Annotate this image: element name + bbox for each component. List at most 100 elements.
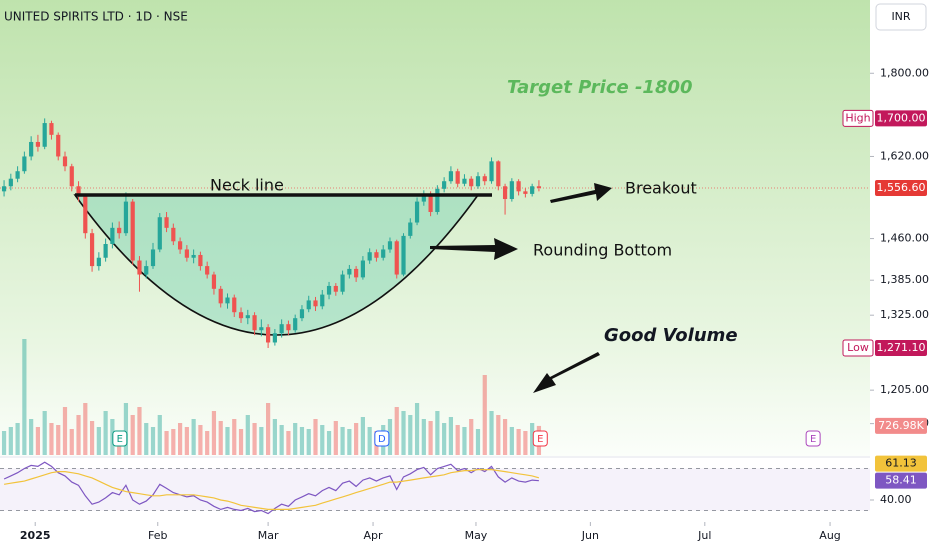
candle-body	[320, 294, 325, 307]
candle-body	[130, 201, 135, 261]
candle-body	[462, 178, 467, 184]
candle-body	[164, 217, 169, 228]
candle-body	[35, 141, 41, 147]
candle-body	[286, 324, 291, 331]
volume-bar	[414, 403, 420, 455]
candle-body	[137, 260, 142, 275]
volume-bar	[1, 431, 7, 455]
volume-bar	[509, 427, 514, 455]
candle-body	[401, 235, 406, 275]
volume-bar	[76, 415, 81, 455]
chart-title: UNITED SPIRITS LTD · 1D · NSE	[4, 10, 188, 24]
candle-body	[42, 123, 47, 147]
candles	[1, 118, 542, 348]
volume-bar	[347, 429, 352, 455]
y-tick-label: 1,325.00	[880, 308, 929, 321]
volume-bar	[448, 417, 454, 455]
badge-label: 1,700.00	[877, 111, 926, 124]
badge-name: High	[845, 111, 870, 124]
candle-body	[394, 241, 399, 275]
rsi-line	[4, 469, 540, 510]
candle-body	[381, 249, 386, 258]
candle-body	[313, 300, 318, 307]
y-tick-label: 1,800.00	[880, 66, 929, 79]
volume-bar	[530, 423, 535, 455]
candle-body	[482, 176, 487, 182]
x-tick-label: May	[465, 529, 488, 542]
x-tick-label: Aug	[819, 529, 840, 542]
volume-label: Good Volume	[604, 325, 738, 346]
volume-bar	[469, 419, 474, 455]
candle-body	[184, 249, 189, 258]
volume-bar	[171, 429, 176, 455]
candle-body	[414, 201, 420, 223]
volume-bar	[523, 431, 528, 455]
currency-label[interactable]: INR	[891, 10, 910, 23]
volume-bar	[157, 415, 162, 455]
volume-bar	[340, 427, 345, 455]
candle-body	[157, 217, 162, 250]
candle-body	[428, 193, 433, 212]
volume-bar	[286, 431, 291, 455]
candle-body	[299, 309, 305, 319]
volume-bar	[489, 411, 494, 455]
candle-body	[245, 315, 250, 319]
y-tick-label: 1,460.00	[880, 232, 929, 245]
volume-bar	[211, 411, 217, 455]
volume-bar	[252, 423, 257, 455]
candle-body	[442, 181, 447, 189]
volume-bar	[137, 407, 142, 455]
rounding-arrow	[430, 238, 518, 260]
candle-body	[89, 233, 95, 267]
rsi-line	[3, 461, 539, 515]
candle-body	[259, 327, 264, 331]
candle-body	[1, 186, 7, 192]
volume-bar	[502, 419, 508, 455]
candle-body	[475, 176, 481, 187]
volume-bar	[313, 419, 318, 455]
volume-bar	[272, 419, 277, 455]
candle-body	[252, 315, 257, 331]
volume-bar	[130, 415, 135, 455]
candle-body	[502, 186, 508, 200]
candle-body	[177, 241, 183, 250]
volume-bar	[367, 427, 372, 455]
candle-body	[347, 268, 352, 275]
candle-body	[333, 285, 338, 292]
candle-body	[340, 274, 345, 292]
volume-bar	[29, 419, 34, 455]
candle-body	[171, 227, 176, 242]
badge-name-box	[842, 109, 874, 127]
neckline-label: Neck line	[210, 176, 284, 195]
volume-bar	[96, 427, 101, 455]
x-tick-label: Jul	[697, 529, 711, 542]
badge-name: Low	[847, 341, 869, 354]
volume-bar	[177, 423, 183, 455]
volume-bar	[516, 429, 521, 455]
volume-bar	[435, 411, 440, 455]
volume-bar	[89, 421, 95, 455]
volume-bar	[205, 431, 210, 455]
candle-body	[272, 333, 277, 343]
candle-body	[191, 254, 196, 258]
candle-body	[232, 297, 237, 313]
candle-body	[211, 274, 217, 289]
candle-body	[83, 196, 88, 234]
volume-bar	[496, 415, 501, 455]
currency-button[interactable]	[875, 3, 927, 31]
x-tick-label: 2025	[20, 529, 51, 542]
volume-bar	[245, 415, 250, 455]
volume-bar	[408, 415, 413, 455]
event-label: E	[537, 434, 543, 445]
volume-bar	[442, 423, 447, 455]
badge-box	[875, 110, 927, 127]
badge-box	[875, 179, 927, 196]
candle-body	[29, 141, 34, 157]
candle-body	[62, 156, 68, 167]
volume-bar	[8, 427, 13, 455]
volume-bar	[387, 419, 393, 455]
candle-body	[408, 222, 413, 236]
target-label: Target Price -1800	[507, 77, 693, 98]
volume-bar	[475, 429, 481, 455]
candle-body	[8, 178, 13, 187]
